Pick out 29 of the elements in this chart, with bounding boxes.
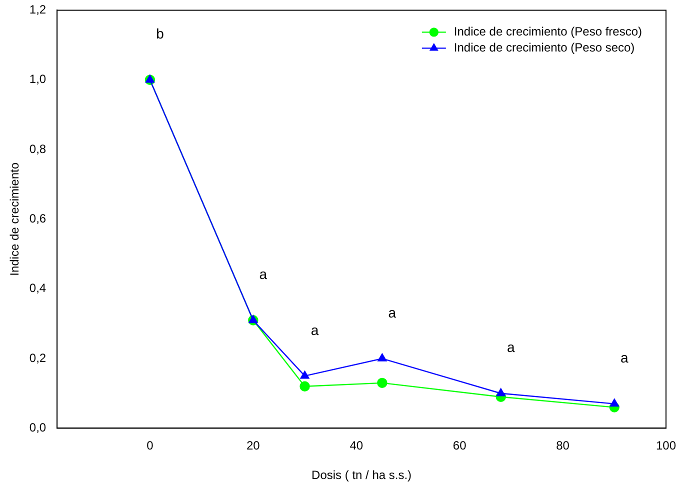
y-tick-label: 1,0 [29, 72, 46, 86]
point [377, 378, 388, 388]
annotation: b [156, 26, 164, 42]
x-tick-label: 40 [350, 438, 364, 453]
x-tick-label: 80 [556, 438, 570, 453]
y-tick-label: 0,0 [29, 420, 46, 435]
point [300, 381, 310, 392]
point [300, 370, 310, 379]
x-axis-title: Dosis ( tn / ha s.s.) [312, 468, 412, 482]
y-tick-label: 0,2 [29, 350, 46, 365]
y-tick-label: 0,8 [29, 142, 46, 156]
annotation: a [310, 322, 319, 338]
annotation: a [388, 304, 396, 320]
y-tick-label: 1,2 [29, 2, 46, 17]
annotation: a [506, 339, 515, 356]
point [378, 353, 387, 362]
y-axis-title: Indice de crecimiento [8, 162, 22, 276]
legend-label: Indice de crecimiento (Peso fresco) [454, 24, 642, 39]
x-tick-label: 20 [246, 438, 260, 453]
y-tick-label: 0,4 [29, 281, 46, 296]
annotation: a [259, 266, 268, 282]
annotation: a [620, 350, 628, 366]
x-tick-label: 0 [146, 438, 154, 453]
point [496, 388, 506, 396]
legend-label: Indice de crecimiento (Peso seco) [454, 40, 635, 55]
x-tick-label: 100 [656, 438, 676, 453]
point [610, 398, 619, 407]
y-tick-label: 0,6 [29, 212, 46, 226]
x-tick-label: 60 [452, 438, 467, 453]
